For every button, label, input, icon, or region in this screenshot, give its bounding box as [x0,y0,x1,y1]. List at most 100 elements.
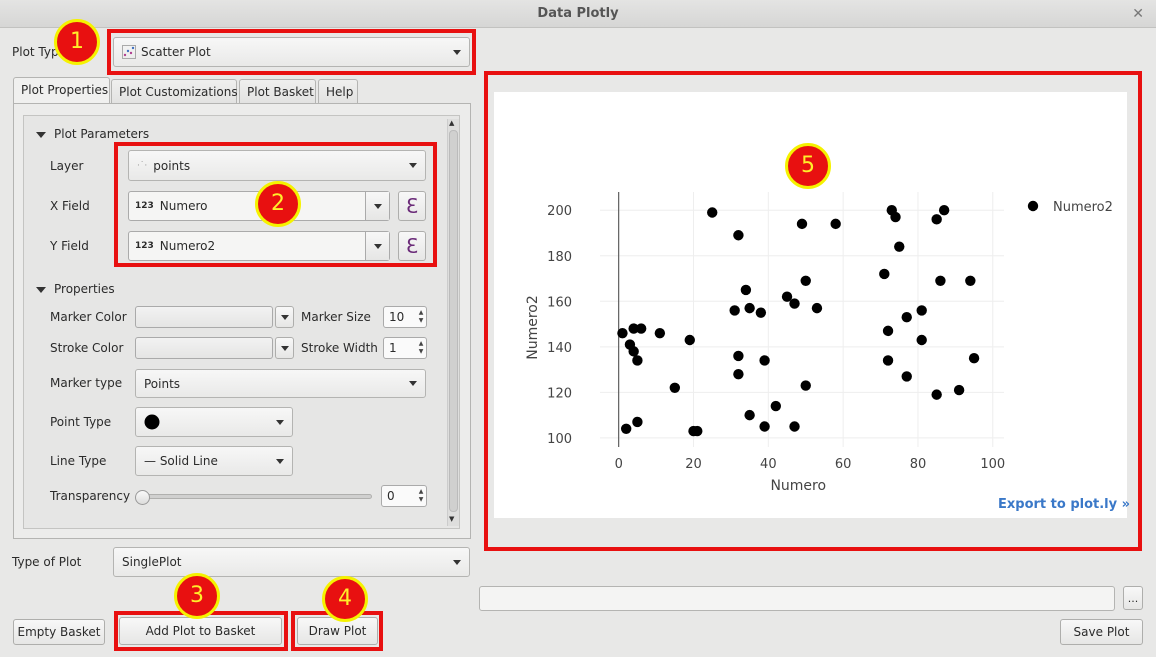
data-point [965,275,976,286]
step-badge-4: 4 [322,576,368,622]
chevron-down-icon [409,381,417,386]
data-point [740,284,752,296]
tab-plot-properties[interactable]: Plot Properties [13,77,110,103]
properties-header[interactable]: Properties [36,282,115,296]
scatter-chart: 0 20 40 60 80 100 100 120 140 160 180 200 Numero Nume… [525,192,1113,494]
y-tick-label: 200 [547,204,572,219]
y-tick-label: 100 [547,432,572,447]
x-tick-label: 20 [685,457,702,472]
scroll-down-icon[interactable]: ▼ [449,515,455,523]
line-type-value: — Solid Line [144,454,218,468]
x-axis-label: Numero [770,478,826,494]
chevron-down-icon [373,203,382,209]
transparency-slider-track[interactable] [137,494,372,499]
y-tick-label: 160 [547,295,572,310]
line-type-select[interactable]: — Solid Line [135,446,293,476]
add-plot-to-basket-button[interactable]: Add Plot to Basket [119,617,282,645]
data-point [882,355,894,366]
transparency-spinbox[interactable]: 0 ▲ ▼ [381,485,427,507]
numeric-field-icon: 123 [135,241,154,251]
data-point [620,423,632,434]
scatter-plot-icon [122,45,136,59]
step-badge-5: 5 [785,143,831,189]
marker-color-picker[interactable] [135,306,273,328]
marker-size-value: 10 [389,310,405,324]
draw-plot-button[interactable]: Draw Plot [297,617,378,645]
point-type-value [144,414,270,430]
marker-type-select[interactable]: Points [135,369,426,398]
type-of-plot-label: Type of Plot [12,555,82,569]
y-tick-label: 140 [547,341,572,356]
data-point [744,409,755,421]
data-point [800,275,811,286]
properties-title: Properties [54,282,115,296]
export-to-plotly-link[interactable]: Export to plot.ly » [998,497,1131,512]
x-field-value: Numero [159,199,208,213]
data-point [733,368,744,380]
data-point [759,355,770,366]
type-of-plot-select[interactable]: SinglePlot [113,547,470,577]
marker-color-dropdown[interactable] [275,306,294,328]
y-field-select[interactable]: 123 Numero2 [128,231,390,261]
data-point [811,302,823,314]
step-badge-2: 2 [255,181,301,227]
x-tick-label: 80 [910,457,927,472]
x-field-dropdown-button[interactable] [365,192,389,220]
y-field-label: Y Field [50,239,89,253]
point-type-select[interactable] [135,407,293,437]
expression-icon: ℇ [405,194,419,218]
marker-size-spinbox[interactable]: 10 ▲ ▼ [383,306,427,328]
empty-basket-button[interactable]: Empty Basket [13,619,105,645]
data-point [654,327,666,339]
tab-help[interactable]: Help [318,79,358,104]
data-point [733,350,744,362]
data-point [632,355,643,366]
tab-plot-basket[interactable]: Plot Basket [239,79,316,104]
data-point [935,275,946,286]
marker-type-value: Points [144,376,181,391]
data-point [901,312,912,323]
stroke-color-picker[interactable] [135,337,273,359]
x-field-expression-button[interactable]: ℇ [398,191,426,221]
data-point [684,334,695,346]
type-of-plot-value: SinglePlot [122,555,182,569]
output-path-input[interactable] [479,586,1115,611]
browse-button[interactable]: ... [1123,586,1143,610]
plot-parameters-header[interactable]: Plot Parameters [36,127,149,141]
spin-arrows-icon[interactable]: ▲ ▼ [418,488,424,503]
plot-type-select[interactable]: Scatter Plot [113,37,470,67]
data-point [968,353,980,364]
data-point [879,268,890,280]
point-type-label: Point Type [50,415,112,429]
tab-plot-customizations[interactable]: Plot Customizations [111,79,238,104]
data-point [938,205,950,216]
y-field-dropdown-button[interactable] [365,232,389,260]
data-point [931,389,942,400]
transparency-value: 0 [387,489,395,503]
scroll-up-icon[interactable]: ▲ [449,119,455,127]
data-point [617,327,628,339]
y-field-expression-button[interactable]: ℇ [398,231,426,261]
data-point [901,371,912,382]
data-point [759,421,770,432]
close-icon[interactable]: ✕ [1132,6,1144,22]
stroke-color-label: Stroke Color [50,341,124,355]
point-layer-icon: ·˙· [137,160,148,171]
scrollbar-thumb[interactable] [449,130,458,512]
transparency-slider-handle[interactable] [135,490,150,505]
spin-arrows-icon[interactable]: ▲ ▼ [418,309,424,324]
data-point [781,291,793,302]
data-point [916,305,927,316]
x-field-label: X Field [50,199,90,213]
data-point [882,325,894,337]
data-point [744,302,755,314]
x-tick-label: 40 [760,457,777,472]
chevron-down-icon [453,559,461,565]
data-point [789,421,800,432]
stroke-color-dropdown[interactable] [275,337,294,359]
save-plot-button[interactable]: Save Plot [1060,619,1143,645]
spin-arrows-icon[interactable]: ▲ ▼ [418,340,424,355]
stroke-width-spinbox[interactable]: 1 ▲ ▼ [383,337,427,359]
data-point [830,218,841,230]
layer-select[interactable]: ·˙· points [128,150,426,181]
